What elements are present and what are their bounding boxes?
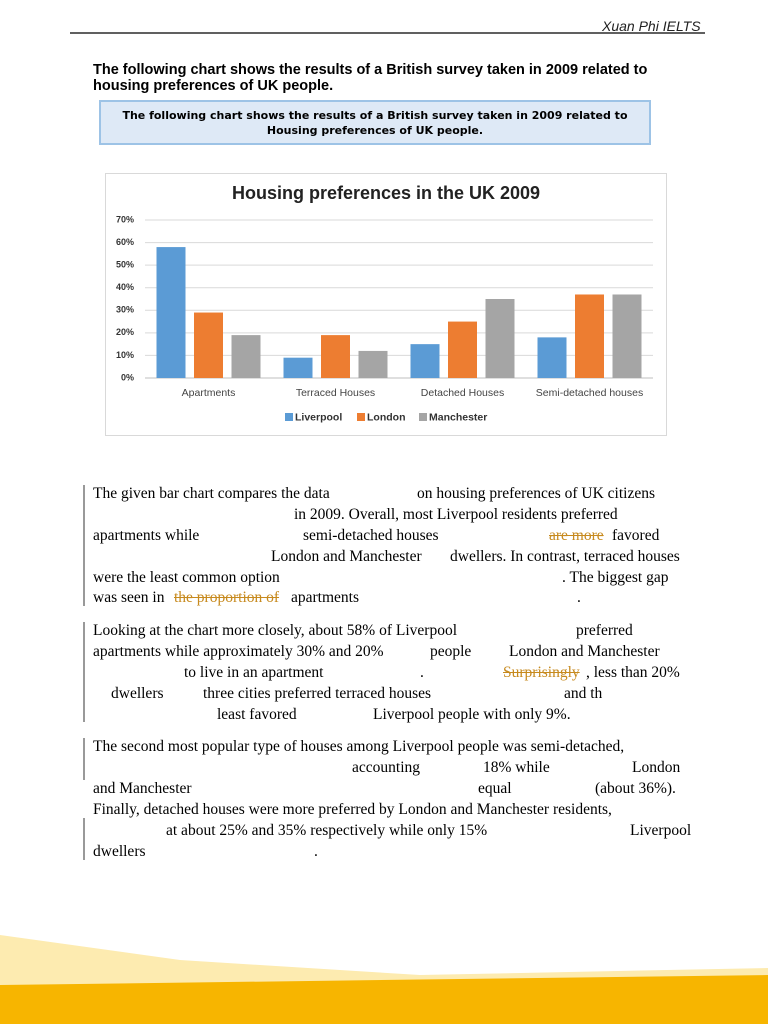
prompt-box: The following chart shows the results of…	[99, 100, 651, 145]
text-segment: apartments while	[93, 527, 200, 544]
text-segment: (about 36%).	[595, 780, 676, 797]
text-segment: and Manchester	[93, 780, 192, 797]
y-tick-label: 70%	[116, 214, 134, 224]
y-tick-label: 30%	[116, 305, 134, 315]
text-segment: The given bar chart compares the data	[93, 485, 330, 502]
text-segment: Looking at the chart more closely, about…	[93, 622, 458, 639]
legend-swatch	[419, 413, 427, 421]
text-segment: , less than 20%	[586, 664, 680, 681]
text-segment: 18% while	[483, 759, 550, 776]
text-segment: apartments	[291, 589, 360, 606]
text-segment: Liverpool people with only 9%.	[373, 706, 571, 723]
text-segment: dwellers. In contrast, terraced houses	[450, 548, 680, 565]
text-segment: semi-detached houses	[303, 527, 439, 544]
y-tick-label: 40%	[116, 282, 134, 292]
text-segment: and th	[564, 685, 603, 702]
bar	[485, 299, 515, 378]
bar	[575, 294, 604, 378]
bar	[283, 357, 313, 378]
text-segment: in 2009. Overall, most Liverpool residen…	[294, 506, 618, 523]
text-segment: on housing preferences of UK citizens	[417, 485, 656, 502]
text-segment: dwellers	[93, 843, 146, 860]
chart-title: Housing preferences in the UK 2009	[232, 183, 540, 203]
legend-label: Manchester	[429, 411, 487, 423]
text-segment: Finally, detached houses were more prefe…	[93, 801, 612, 818]
bar	[358, 350, 388, 378]
y-tick-label: 0%	[121, 372, 134, 382]
text-segment: Surprisingly	[503, 664, 580, 681]
bar	[321, 335, 350, 378]
x-tick-label: Terraced Houses	[296, 387, 375, 399]
bar	[156, 247, 186, 378]
y-tick-label: 20%	[116, 327, 134, 337]
decor-band	[0, 975, 768, 1024]
text-segment: preferred	[576, 622, 633, 639]
bar	[612, 294, 642, 378]
text-segment: .	[577, 589, 581, 606]
text-segment: London	[632, 759, 681, 776]
text-segment: Liverpool	[630, 822, 692, 839]
y-tick-label: 50%	[116, 260, 134, 270]
text-segment: people	[430, 643, 472, 660]
x-tick-label: Detached Houses	[421, 387, 504, 399]
text-segment: dwellers	[111, 685, 164, 702]
bar	[194, 312, 223, 378]
text-segment: were the least common option	[93, 569, 280, 586]
x-tick-label: Semi-detached houses	[536, 387, 643, 399]
text-segment: least favored	[217, 706, 297, 723]
text-segment: equal	[478, 780, 512, 797]
text-segment: .	[314, 843, 318, 860]
text-segment: favored	[612, 527, 660, 544]
text-segment: to live in an apartment	[184, 664, 324, 681]
legend-swatch	[357, 413, 365, 421]
text-segment: was seen in	[93, 589, 165, 606]
legend-label: Liverpool	[295, 411, 342, 423]
text-segment: .	[420, 664, 424, 681]
legend-label: London	[367, 411, 405, 423]
chart-frame	[105, 173, 667, 436]
text-segment: three cities preferred terraced houses	[203, 685, 432, 702]
legend-swatch	[285, 413, 293, 421]
y-tick-label: 10%	[116, 350, 134, 360]
bar	[537, 337, 567, 378]
bar	[410, 344, 440, 378]
text-segment: at about 25% and 35% respectively while …	[166, 822, 488, 839]
question: The following chart shows the results of…	[93, 62, 648, 94]
text-segment: London and Manchester	[509, 643, 660, 660]
text-segment: The second most popular type of houses a…	[93, 738, 625, 755]
y-tick-label: 60%	[116, 237, 134, 247]
bar	[448, 321, 477, 378]
bar	[231, 335, 261, 378]
x-tick-label: Apartments	[182, 387, 236, 399]
text-segment: are more	[549, 527, 604, 544]
text-segment: the proportion of	[174, 589, 280, 606]
text-segment: London and Manchester	[271, 548, 422, 565]
text-segment: accounting	[352, 759, 421, 776]
header-brand: Xuan Phi IELTS	[602, 18, 701, 34]
text-segment: apartments while approximately 30% and 2…	[93, 643, 384, 660]
text-segment: . The biggest gap	[562, 569, 669, 586]
